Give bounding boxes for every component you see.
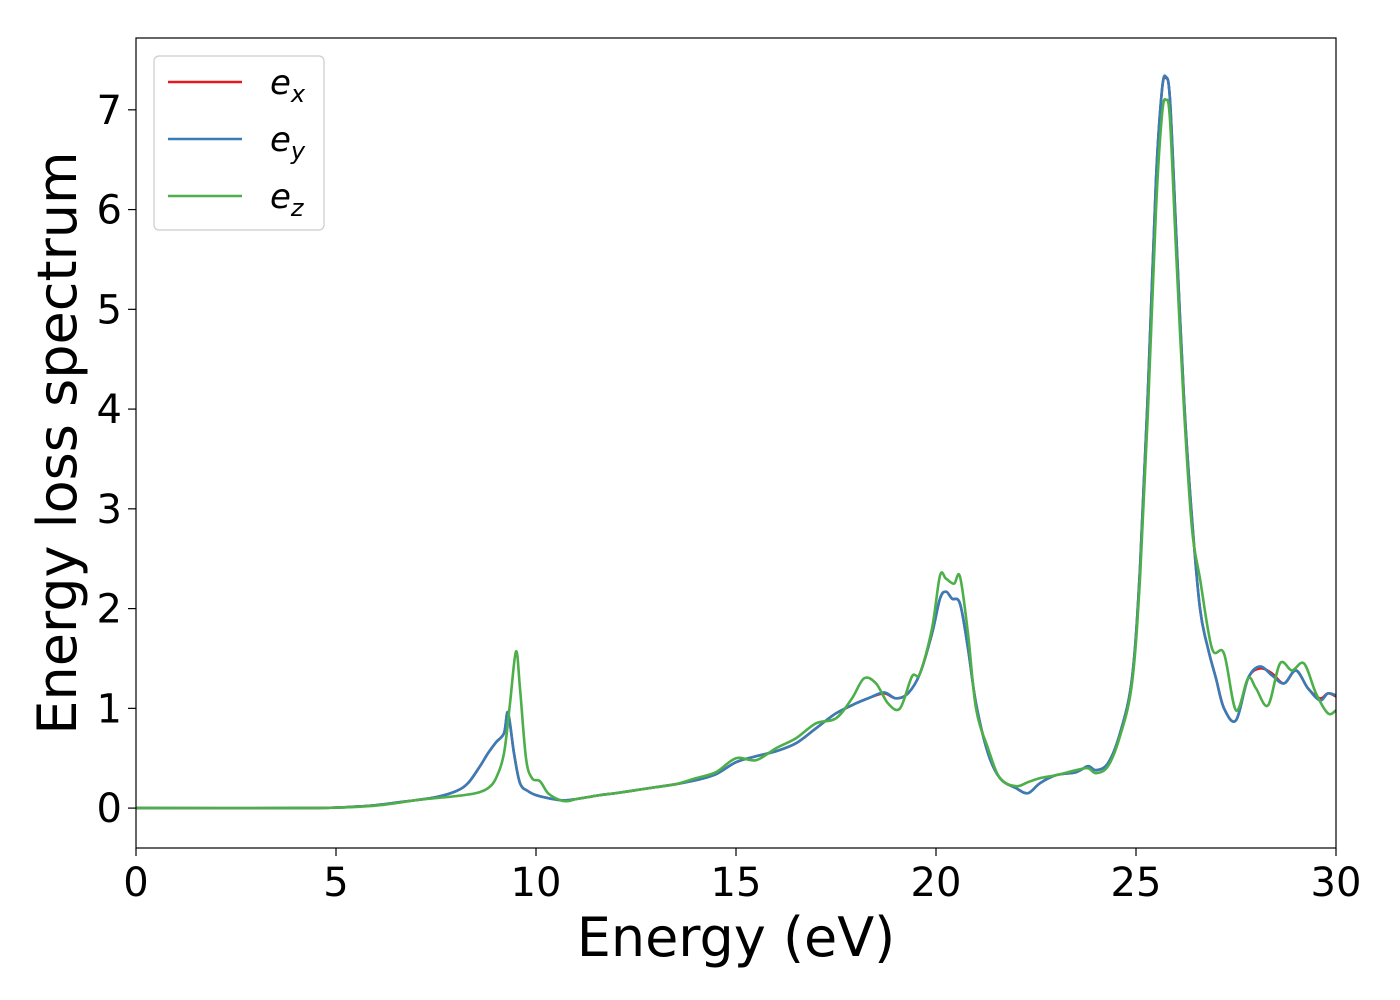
- x-tick-label: 5: [323, 860, 348, 906]
- x-tick-label: 25: [1111, 860, 1162, 906]
- y-tick-label: 0: [97, 786, 122, 832]
- x-tick-label: 15: [711, 860, 762, 906]
- x-tick-label: 0: [123, 860, 148, 906]
- y-axis-title: Energy loss spectrum: [26, 151, 89, 734]
- y-tick-label: 1: [97, 686, 122, 732]
- legend: ex ey ez: [153, 55, 325, 231]
- legend-label-ex: ex: [270, 63, 306, 108]
- y-tick-label: 3: [97, 487, 122, 533]
- series-layer: [136, 74, 1336, 810]
- y-tick-label: 5: [97, 287, 122, 333]
- legend-label-ez: ez: [270, 177, 305, 222]
- x-axis-title: Energy (eV): [577, 906, 896, 969]
- legend-label-ey: ey: [270, 120, 306, 165]
- legend-box: [153, 55, 325, 231]
- x-tick-label: 10: [511, 860, 562, 906]
- x-tick-label: 20: [911, 860, 962, 906]
- x-tick-label: 30: [1311, 860, 1362, 906]
- y-tick-label: 2: [97, 587, 122, 633]
- x-axis-ticks: 0 5 10 15 20 25 30: [123, 848, 1361, 906]
- y-axis-ticks: 0 1 2 3 4 5 6 7: [97, 88, 136, 832]
- series-line-ez: [136, 97, 1336, 810]
- y-tick-label: 7: [97, 88, 122, 134]
- y-tick-label: 4: [97, 387, 122, 433]
- y-tick-label: 6: [97, 188, 122, 234]
